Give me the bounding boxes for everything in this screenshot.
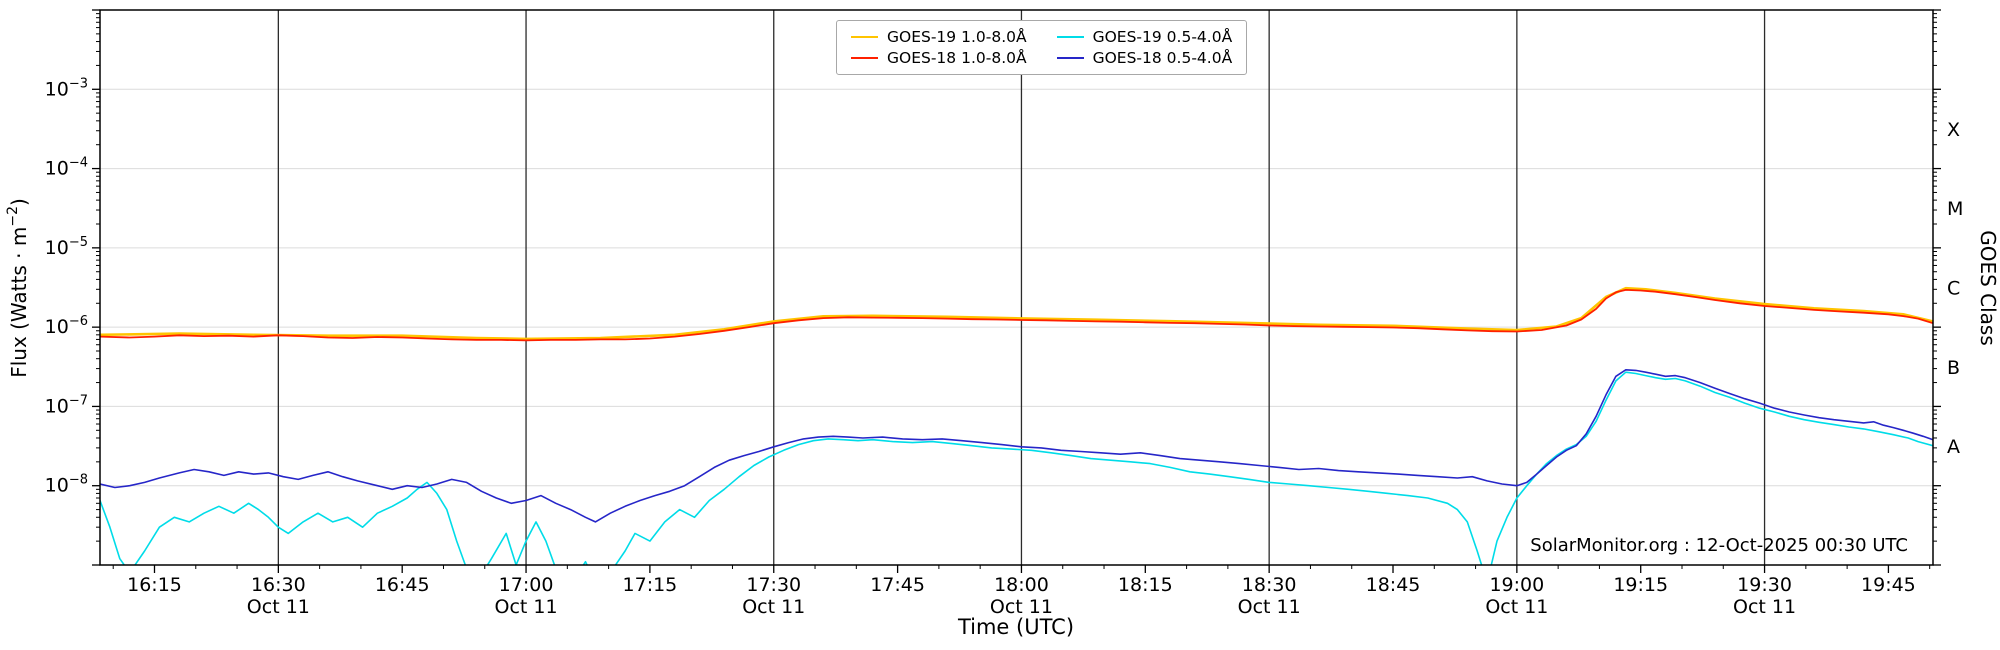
x-date-label: Oct 11 — [1733, 596, 1796, 618]
y-tick-label: 10−5 — [45, 235, 88, 259]
x-tick-label: 18:45 — [1366, 574, 1421, 596]
legend-item-goes18-long: GOES-18 1.0-8.0Å — [851, 49, 1027, 67]
legend-label: GOES-19 1.0-8.0Å — [887, 28, 1027, 46]
legend-label: GOES-18 0.5-4.0Å — [1092, 49, 1233, 67]
y-tick-labels: 10−3 10−4 10−5 10−6 10−7 10−8 — [45, 76, 88, 496]
y-axis-title: Flux (Watts · m−2) — [5, 198, 31, 378]
goes-class-label: B — [1947, 357, 1960, 379]
data-series — [100, 286, 1933, 565]
x-tick-label: 17:15 — [623, 574, 678, 596]
legend-swatch-goes19-long — [851, 35, 878, 39]
y-tick-label: 10−8 — [45, 473, 88, 497]
goes-class-label: M — [1947, 198, 1963, 220]
x-tick-label: 18:30 — [1242, 574, 1297, 596]
legend-label: GOES-19 0.5-4.0Å — [1092, 28, 1233, 46]
horizontal-gridlines — [100, 88, 1933, 487]
x-tick-label: 17:00 — [499, 574, 554, 596]
right-axis-title: GOES Class — [1976, 230, 2000, 346]
y-tick-label: 10−4 — [45, 156, 88, 180]
y-tick-label: 10−7 — [45, 393, 88, 417]
solarmonitor-credit: SolarMonitor.org : 12-Oct-2025 00:30 UTC — [1530, 535, 1908, 556]
legend-swatch-goes18-long — [851, 56, 878, 60]
x-tick-label: 19:45 — [1861, 574, 1916, 596]
legend: GOES-19 1.0-8.0Å GOES-18 1.0-8.0Å GOES-19 … — [836, 20, 1248, 75]
plot-frame — [99, 9, 1934, 566]
legend-label: GOES-18 1.0-8.0Å — [887, 49, 1027, 67]
legend-swatch-goes19-short — [1056, 35, 1084, 39]
x-tick-label: 18:15 — [1118, 574, 1173, 596]
x-date-label: Oct 11 — [742, 596, 805, 618]
legend-item-goes19-short: GOES-19 0.5-4.0Å — [1056, 28, 1233, 46]
series-goes19-short — [100, 371, 1933, 565]
x-date-label: Oct 11 — [1485, 596, 1548, 618]
goes-class-label: X — [1947, 119, 1960, 141]
x-tick-label: 18:00 — [994, 574, 1049, 596]
x-date-label: Oct 11 — [495, 596, 558, 618]
legend-item-goes19-long: GOES-19 1.0-8.0Å — [851, 28, 1027, 46]
goes-class-labels: X M C B A — [1947, 119, 1963, 458]
goes-class-label: A — [1947, 436, 1960, 458]
x-date-label: Oct 11 — [1238, 596, 1301, 618]
series-goes18-long — [100, 289, 1933, 342]
x-date-label: Oct 11 — [247, 596, 310, 618]
x-tick-label: 19:15 — [1613, 574, 1668, 596]
x-tick-label: 16:45 — [375, 574, 430, 596]
x-tick-label: 16:15 — [127, 574, 182, 596]
x-tick-label: 19:00 — [1489, 574, 1544, 596]
axis-ticks — [92, 9, 1941, 573]
x-tick-label: 17:30 — [746, 574, 801, 596]
series-goes18-short — [100, 369, 1933, 523]
x-date-label: Oct 11 — [990, 596, 1053, 618]
legend-swatch-goes18-short — [1056, 56, 1084, 60]
x-tick-label: 16:30 — [251, 574, 306, 596]
goes-class-label: C — [1947, 278, 1960, 300]
y-tick-label: 10−3 — [45, 76, 88, 100]
x-tick-label: 19:30 — [1737, 574, 1792, 596]
vertical-gridlines — [277, 10, 1766, 565]
x-axis-title: Time (UTC) — [957, 615, 1074, 639]
y-tick-label: 10−6 — [45, 314, 88, 338]
x-tick-label: 17:45 — [870, 574, 925, 596]
legend-item-goes18-short: GOES-18 0.5-4.0Å — [1056, 49, 1233, 67]
series-goes19-long — [100, 286, 1933, 341]
